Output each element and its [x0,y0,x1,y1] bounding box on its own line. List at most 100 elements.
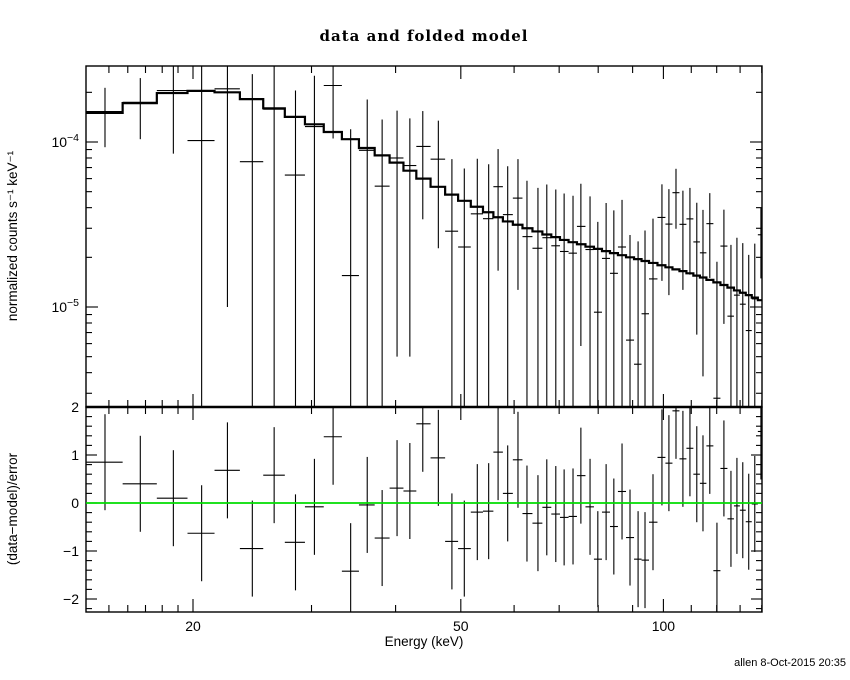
residual-point [601,464,610,561]
residual-point [284,494,305,591]
plot-frame [85,65,763,613]
axis-tick-labels: 20 50 100 10−4 10−5 2 1 0 −1 −2 [51,132,675,634]
data-point [751,243,758,407]
residual-point [263,427,285,524]
data-point [727,244,734,407]
residual-point [187,485,215,582]
data-point [239,74,264,407]
data-point [187,66,215,407]
data-point [358,99,375,407]
axis-tick-marks [86,66,763,612]
residual-point [493,407,503,501]
data-point [416,111,431,220]
y-tick-label: 2 [71,399,79,415]
data-point [713,261,721,407]
data-point [634,241,642,407]
residual-point [122,435,157,532]
residual-point [679,410,687,507]
data-point [304,75,324,407]
data-point [679,190,687,290]
data-point [341,129,359,407]
residual-point [156,450,188,547]
data-point [512,159,523,290]
residual-point [430,409,446,506]
residual-point [745,473,752,570]
residual-point [389,440,404,537]
data-point [559,193,569,407]
data-point [493,149,503,271]
residual-point [458,500,471,597]
data-point [445,159,459,407]
residual-point [672,407,680,459]
data-point [609,210,618,407]
data-point [458,168,471,407]
data-point [522,180,533,407]
residual-point [699,435,707,532]
residual-point [551,466,560,563]
x-tick-label: 20 [185,618,201,634]
data-point [617,199,627,407]
residual-point [304,458,324,555]
data-point [649,218,658,407]
y-axis-label-bottom: (data−model)/error [5,452,20,565]
residual-point [693,426,700,523]
residual-point [358,456,375,553]
residual-point [542,459,552,556]
data-point [672,168,680,229]
data-point [284,90,305,407]
data-point [657,184,666,281]
data-point [745,254,752,407]
residual-point [445,493,459,590]
data-point [733,237,740,407]
data-point [626,235,635,407]
folded-model-step-line [86,89,763,302]
y-tick-label: 0 [71,495,79,511]
residual-point [713,522,721,612]
residual-point [757,407,763,480]
residual-point [532,475,543,572]
data-point [122,78,157,140]
y-axis-label-top: normalized counts s⁻¹ keV⁻¹ [5,150,20,321]
residual-point [239,500,264,597]
data-point [551,189,560,407]
data-point [601,202,610,407]
residual-point [86,414,123,511]
data-point [693,202,700,335]
top-panel-frame [85,65,763,408]
x-tick-label: 100 [652,618,676,634]
data-point [665,189,673,296]
data-point [482,164,494,407]
data-point [699,209,707,377]
residual-point [585,458,594,555]
data-point [532,187,543,407]
residual-point [323,407,342,485]
data-point [430,120,446,249]
data-point [470,158,483,407]
data-point [374,119,390,407]
data-point [720,209,728,324]
residual-point [416,407,431,472]
residual-error-bars [86,407,763,612]
y-tick-label: 10−5 [51,297,79,315]
residual-point [733,457,740,554]
x-axis-label: Energy (keV) [385,634,464,649]
data-point [263,66,285,407]
residual-point [686,407,694,497]
residual-point [617,443,627,540]
x-tick-label: 50 [453,618,469,634]
residual-point [214,422,240,519]
data-point [403,118,417,357]
y-tick-label: −2 [63,591,79,607]
residual-point [374,490,390,587]
data-point [156,66,188,154]
residual-point [649,474,658,571]
plot-footer-timestamp: allen 8-Oct-2015 20:35 [734,657,846,669]
residual-point [576,427,586,524]
data-point [686,187,694,275]
residual-point [641,512,650,609]
residual-point [502,445,513,542]
data-point [641,230,650,407]
residual-point [403,443,417,539]
